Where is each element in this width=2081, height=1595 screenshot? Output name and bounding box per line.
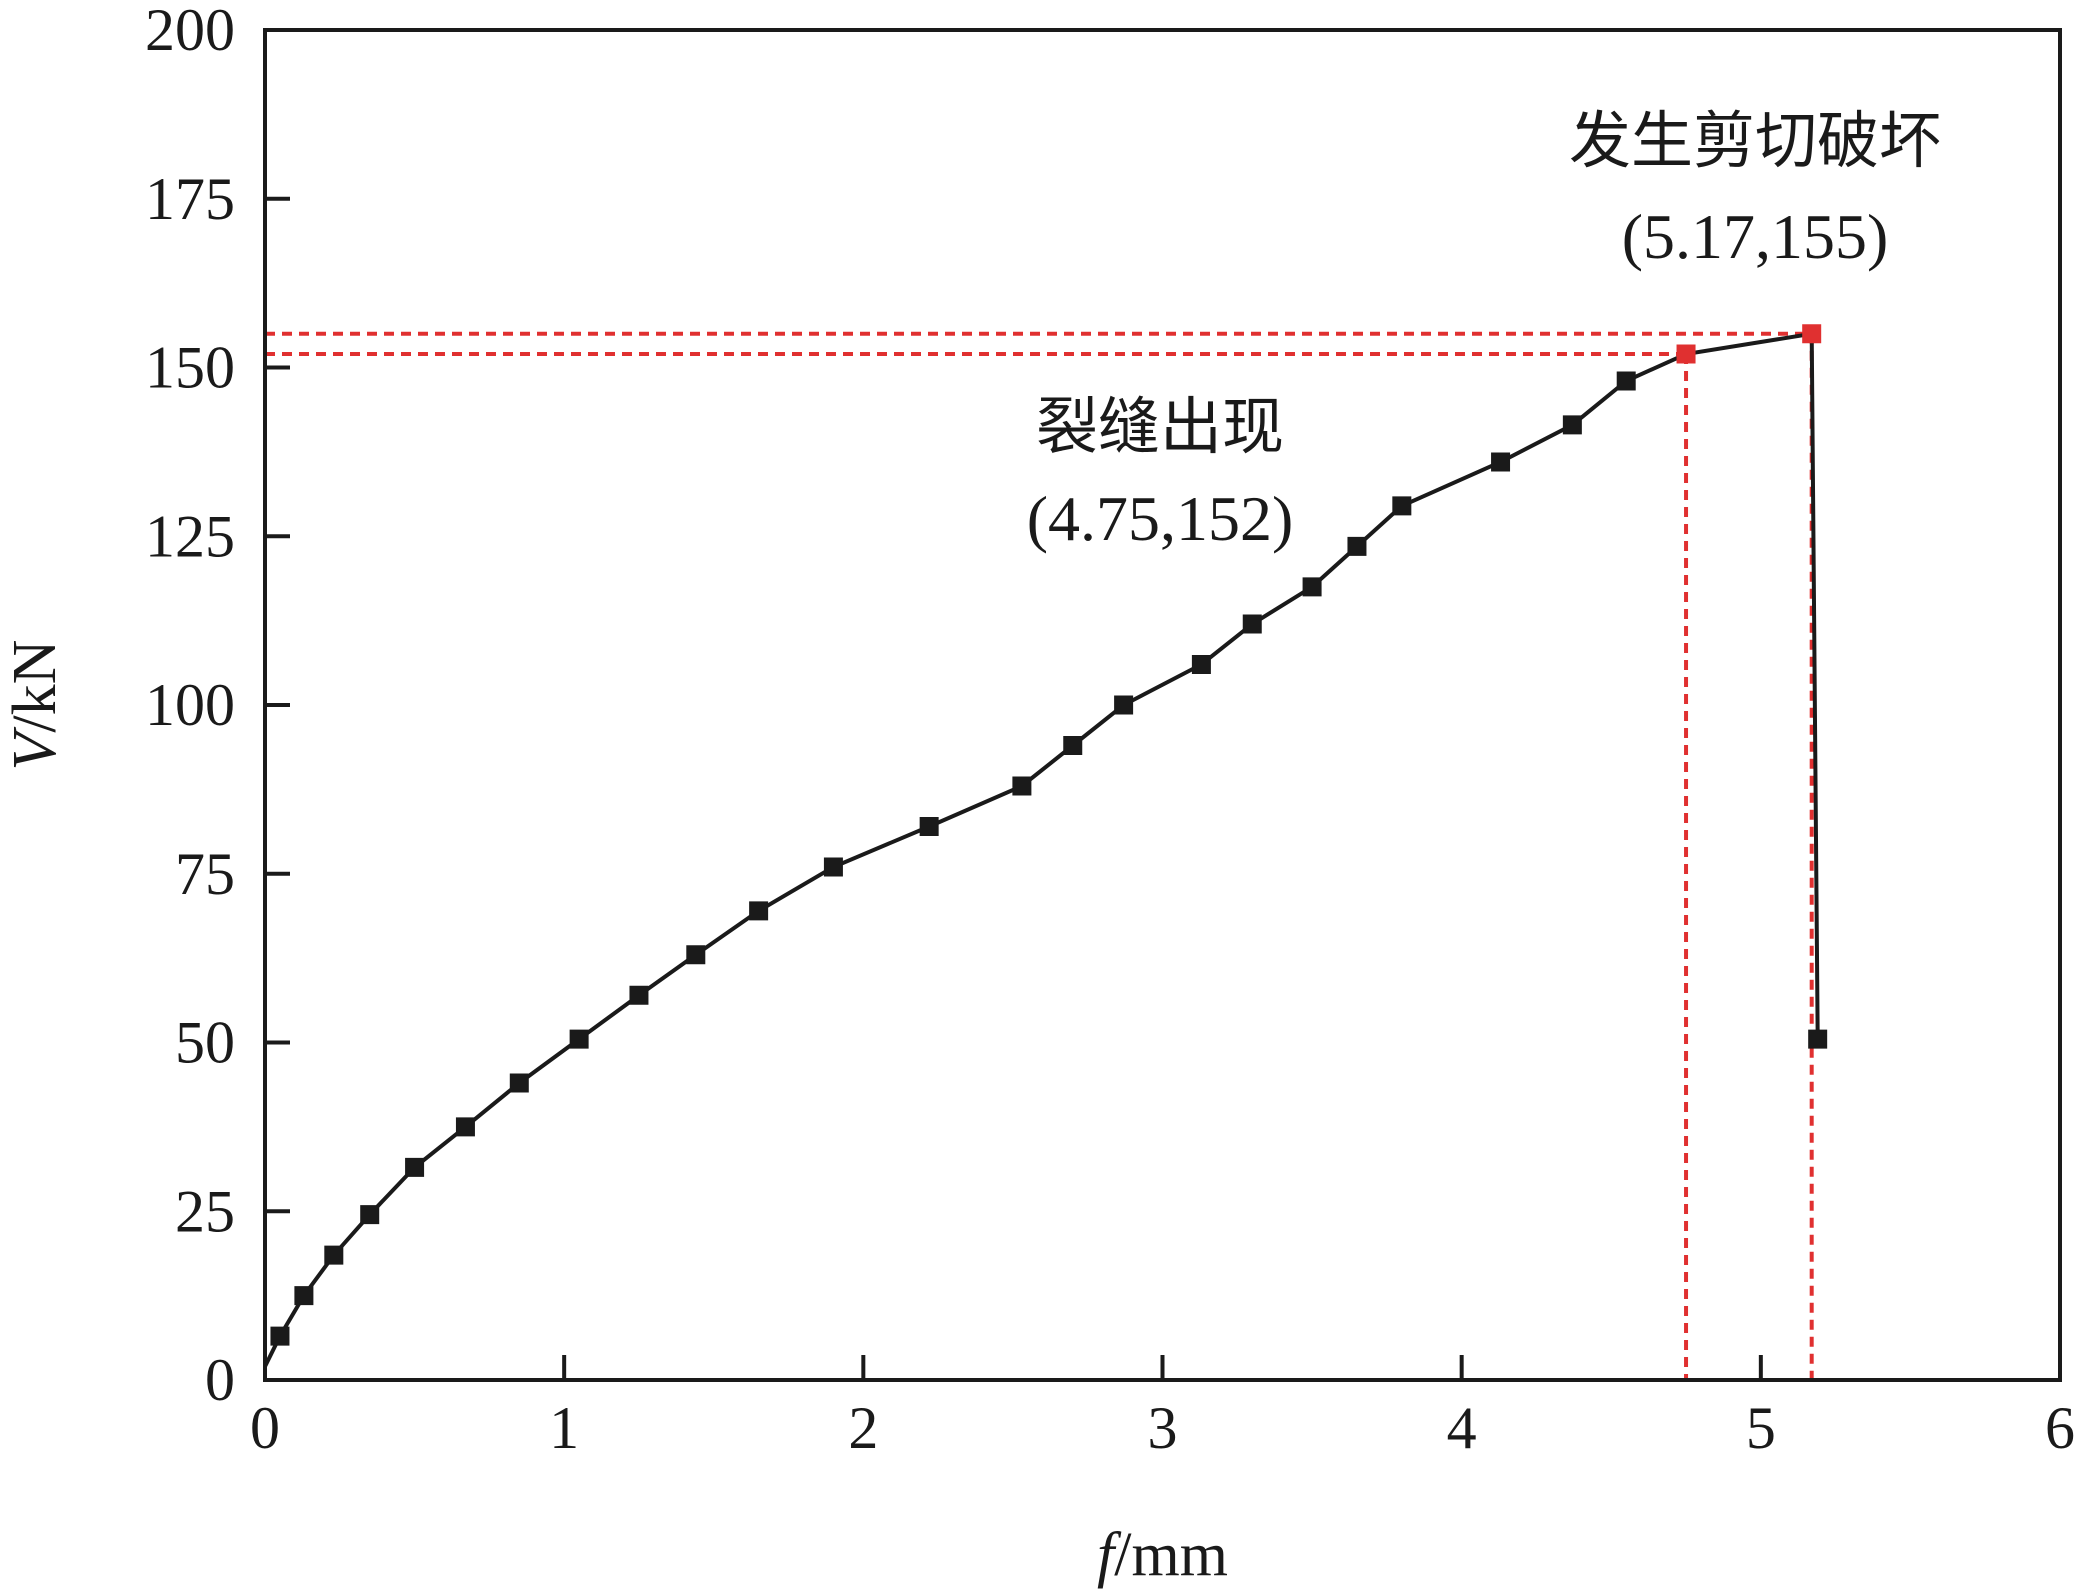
data-point <box>324 1245 344 1265</box>
x-tick-label: 6 <box>2045 1395 2075 1461</box>
x-tick-label: 3 <box>1148 1395 1178 1461</box>
x-tick-label: 2 <box>848 1395 878 1461</box>
data-point <box>1012 776 1032 796</box>
annotation-label-0: 裂缝出现 <box>1036 390 1284 463</box>
data-point <box>823 857 843 877</box>
data-point <box>1562 415 1582 435</box>
annotation-coord-1: (5.17,155) <box>1622 201 1889 272</box>
y-tick-label: 175 <box>145 166 235 232</box>
x-axis-title: f/mm <box>1097 1521 1228 1589</box>
x-tick-label: 1 <box>549 1395 579 1461</box>
data-point <box>919 817 939 836</box>
key-point-marker <box>1802 324 1822 344</box>
x-axis-unit: /mm <box>1114 1521 1228 1589</box>
data-point <box>1392 496 1412 516</box>
y-axis-unit: /kN <box>1 640 69 733</box>
axes: 0 1 2 3 4 5 6 0 25 50 75 100 125 150 175 200 <box>145 0 2075 1461</box>
x-tick-label: 4 <box>1447 1395 1477 1461</box>
y-tick-label: 125 <box>145 503 235 569</box>
data-point <box>1063 736 1083 755</box>
y-tick-label: 150 <box>145 335 235 401</box>
data-point <box>686 945 706 965</box>
y-axis-title: V/kN <box>1 640 69 771</box>
data-point <box>294 1286 314 1306</box>
series-layer <box>263 324 1828 1368</box>
y-tick-label: 75 <box>175 841 235 907</box>
y-tick-label: 25 <box>175 1178 235 1244</box>
data-point <box>1808 1029 1828 1049</box>
y-tick-label: 50 <box>175 1010 235 1076</box>
series-line <box>263 331 1820 1368</box>
data-point <box>509 1073 529 1093</box>
data-point <box>1191 655 1211 674</box>
data-point <box>270 1326 290 1346</box>
annotations: 裂缝出现 (4.75,152) 发生剪切破坏 (5.17,155) <box>1027 104 1941 554</box>
annotation-coord-0: (4.75,152) <box>1027 483 1294 554</box>
data-point <box>1242 614 1262 634</box>
data-point <box>1491 452 1511 472</box>
key-point-marker <box>1676 344 1696 364</box>
y-tick-label: 0 <box>205 1347 235 1413</box>
annotation-label-1: 发生剪切破坏 <box>1569 104 1941 177</box>
data-point <box>1114 695 1134 715</box>
data-point <box>455 1117 475 1137</box>
y-tick-label: 100 <box>145 672 235 738</box>
data-point <box>1302 577 1322 597</box>
data-point <box>629 985 649 1005</box>
y-axis-var: V <box>1 726 69 770</box>
data-point <box>569 1029 589 1049</box>
data-point <box>405 1157 425 1177</box>
data-point <box>1616 371 1636 391</box>
data-point <box>749 901 769 921</box>
data-point <box>360 1205 380 1225</box>
y-tick-label: 200 <box>145 0 235 63</box>
x-tick-label: 5 <box>1746 1395 1776 1461</box>
data-point <box>1347 536 1367 556</box>
x-tick-label: 0 <box>250 1395 280 1461</box>
